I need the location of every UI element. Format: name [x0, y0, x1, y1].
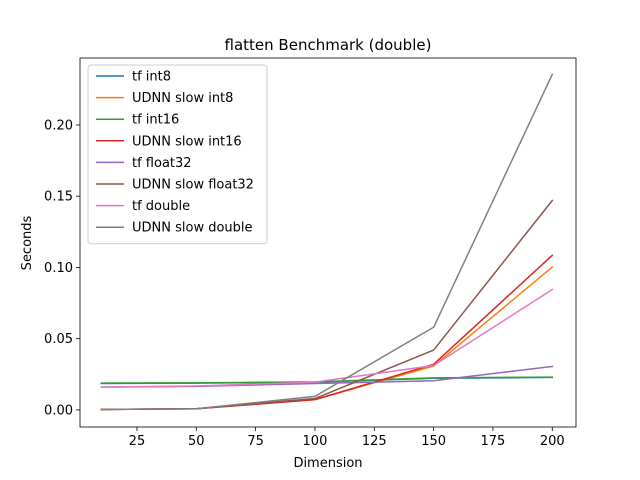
x-tick-label: 200 [540, 434, 565, 449]
legend-label-tf-int8: tf int8 [132, 70, 171, 85]
x-tick-label: 175 [481, 434, 506, 449]
x-tick-label: 100 [303, 434, 328, 449]
x-tick-label: 50 [188, 434, 205, 449]
x-axis-label: Dimension [293, 456, 362, 471]
y-tick-label: 0.20 [44, 118, 73, 133]
x-tick-label: 75 [247, 434, 264, 449]
legend-label-tf-int16: tf int16 [132, 113, 179, 128]
legend-label-udnn-slow-int16: UDNN slow int16 [132, 134, 242, 149]
y-tick-label: 0.10 [44, 261, 73, 276]
x-tick-label: 25 [129, 434, 146, 449]
y-tick-label: 0.05 [44, 332, 73, 347]
y-axis-label: Seconds [20, 215, 35, 270]
legend-label-udnn-slow-float32: UDNN slow float32 [132, 178, 254, 193]
legend-label-tf-float32: tf float32 [132, 156, 192, 171]
series-layer [100, 73, 554, 411]
legend: tf int8 UDNN slow int8 tf int16 UDNN slow i… [87, 64, 268, 245]
y-tick-label: 0.00 [44, 403, 73, 418]
legend-label-tf-double: tf double [132, 199, 190, 214]
series-line-udnn-slow-double [100, 73, 554, 411]
plot-frame [79, 57, 577, 428]
legend-box [87, 64, 268, 245]
y-tick-label: 0.15 [44, 190, 73, 205]
x-tick-label: 125 [362, 434, 387, 449]
axes-layer: 25 50 75 100 125 150 175 200 0.00 0.05 0.10 0.15 0.2… [44, 57, 577, 449]
chart-title: flatten Benchmark (double) [225, 36, 432, 54]
x-tick-label: 150 [421, 434, 446, 449]
legend-label-udnn-slow-int8: UDNN slow int8 [132, 91, 233, 106]
series-line-tf-double [100, 288, 554, 388]
legend-label-udnn-slow-double: UDNN slow double [132, 221, 253, 236]
